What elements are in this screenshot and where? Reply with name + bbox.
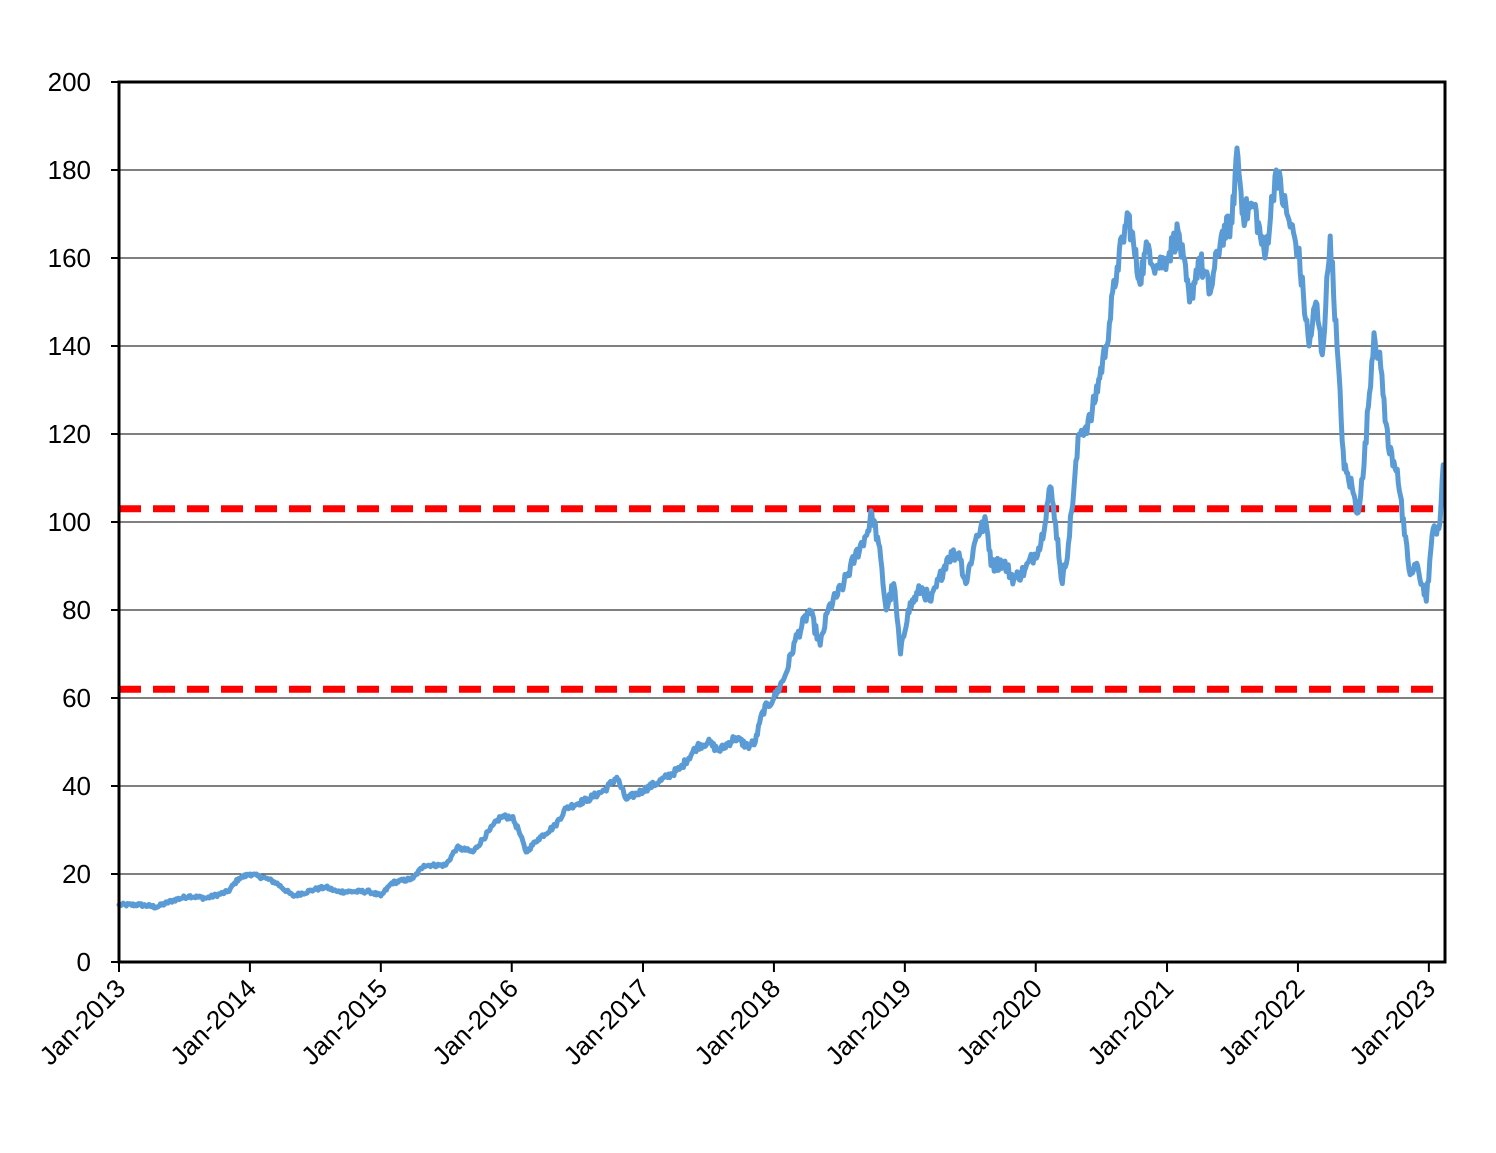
gridlines [119,169,1445,875]
x-tick-label-Jan-2021: Jan-2021 [1081,973,1179,1071]
y-tick-label-180: 180 [48,155,91,185]
x-tick-label-Jan-2022: Jan-2022 [1212,973,1310,1071]
x-tick-label-Jan-2016: Jan-2016 [426,973,524,1071]
reference-lines [119,505,1445,693]
y-tick-label-100: 100 [48,507,91,537]
y-tick-label-0: 0 [77,947,91,977]
x-tick-label-Jan-2023: Jan-2023 [1343,973,1441,1071]
x-tick-label-Jan-2017: Jan-2017 [557,973,655,1071]
y-tick-label-20: 20 [62,859,91,889]
x-tick-label-Jan-2014: Jan-2014 [164,973,262,1071]
x-tick-label-Jan-2018: Jan-2018 [688,973,786,1071]
y-tick-label-60: 60 [62,683,91,713]
y-tick-label-140: 140 [48,331,91,361]
y-tick-label-40: 40 [62,771,91,801]
y-tick-label-80: 80 [62,595,91,625]
x-tick-label-Jan-2019: Jan-2019 [819,973,917,1071]
y-tick-label-120: 120 [48,419,91,449]
series-layer [116,145,1446,911]
x-tick-label-Jan-2013: Jan-2013 [33,973,131,1071]
x-tick-label-Jan-2015: Jan-2015 [295,973,393,1071]
y-tick-label-200: 200 [48,67,91,97]
x-axis: Jan-2013 Jan-2014 Jan-2015 Jan-2016 Jan-2017… [33,962,1441,1071]
y-axis: 0 20 40 60 80 100 120 140 160 180 200 [48,67,119,977]
x-tick-label-Jan-2020: Jan-2020 [950,973,1048,1071]
y-tick-label-160: 160 [48,243,91,273]
series-line-0 [116,145,1446,911]
